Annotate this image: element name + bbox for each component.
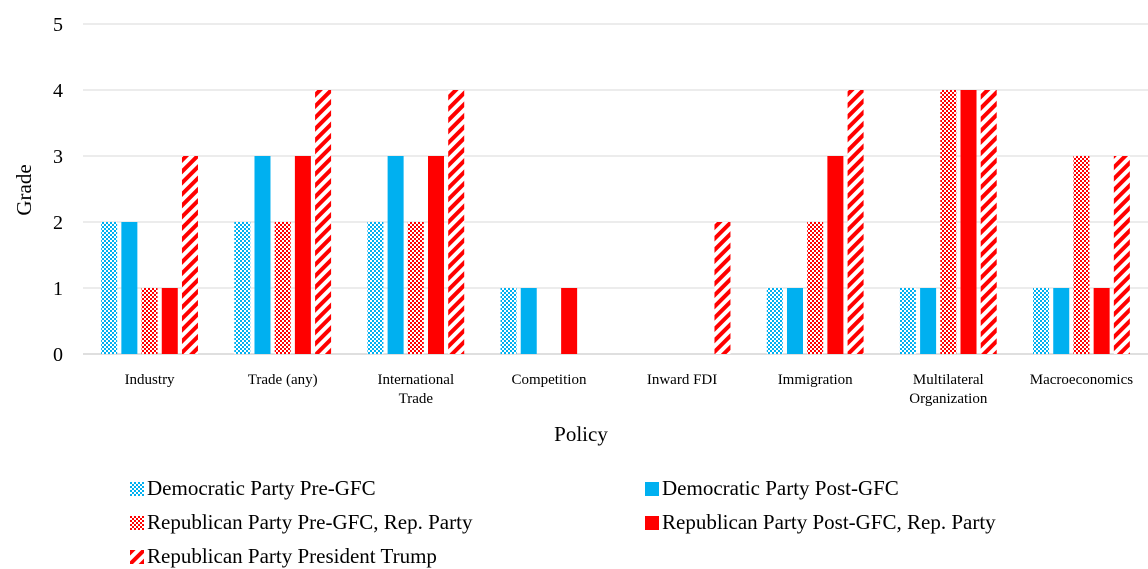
bar xyxy=(448,90,465,354)
legend-item: Republican Party Pre-GFC, Rep. Party xyxy=(130,510,472,535)
bar xyxy=(1093,288,1110,354)
x-tick-label: Competition xyxy=(511,372,587,388)
legend-item: Republican Party Post-GFC, Rep. Party xyxy=(645,510,996,535)
bar xyxy=(714,222,731,354)
x-tick-label: Macroeconomics xyxy=(1030,372,1133,388)
legend-label: Republican Party Post-GFC, Rep. Party xyxy=(662,510,996,534)
y-tick-label: 0 xyxy=(53,344,63,366)
bar xyxy=(520,288,537,354)
bars xyxy=(101,90,1130,354)
legend-swatch xyxy=(130,515,144,530)
x-tick-label: Multilateral Organization xyxy=(909,372,988,407)
legend-item: Democratic Party Post-GFC xyxy=(645,476,899,501)
legend-item: Democratic Party Pre-GFC xyxy=(130,476,376,501)
bar xyxy=(367,222,384,354)
bar xyxy=(847,90,864,354)
bar xyxy=(980,90,997,354)
x-tick-label: Industry xyxy=(125,372,175,388)
legend-item: Republican Party President Trump xyxy=(130,544,437,569)
bar xyxy=(315,90,332,354)
bar xyxy=(960,90,977,354)
legend-label: Republican Party Pre-GFC, Rep. Party xyxy=(147,510,473,534)
bar xyxy=(274,222,291,354)
bar xyxy=(899,288,916,354)
bar xyxy=(1033,288,1050,354)
legend-swatch xyxy=(645,515,659,530)
bar xyxy=(294,156,311,354)
y-axis-title: Grade xyxy=(12,164,36,215)
bar xyxy=(786,288,803,354)
x-tick-label: Trade (any) xyxy=(248,372,318,388)
axis-labels: 0 1 2 3 4 5 Industry Trade (any) International Tr… xyxy=(53,14,1133,407)
bar xyxy=(500,288,517,354)
legend-label: Republican Party President Trump xyxy=(147,544,437,568)
bar xyxy=(254,156,271,354)
x-axis-title: Policy xyxy=(554,422,608,446)
x-tick-label: Inward FDI xyxy=(647,372,717,388)
legend-swatch xyxy=(130,481,144,496)
bar xyxy=(121,222,138,354)
bar xyxy=(940,90,957,354)
legend-label: Democratic Party Post-GFC xyxy=(662,476,899,500)
legend-label: Democratic Party Pre-GFC xyxy=(147,476,376,500)
bar xyxy=(561,288,578,354)
y-tick-label: 3 xyxy=(53,146,63,168)
x-tick-label: International Trade xyxy=(377,372,454,407)
legend-swatch xyxy=(130,549,144,564)
y-tick-label: 2 xyxy=(53,212,63,234)
bar xyxy=(827,156,844,354)
bar xyxy=(920,288,937,354)
bar xyxy=(807,222,824,354)
bar xyxy=(1113,156,1130,354)
bar xyxy=(1073,156,1090,354)
y-tick-label: 4 xyxy=(53,80,63,102)
bar xyxy=(234,222,251,354)
bar xyxy=(407,222,424,354)
bar xyxy=(101,222,118,354)
legend-swatch xyxy=(645,481,659,496)
bar xyxy=(1053,288,1070,354)
y-tick-label: 1 xyxy=(53,278,63,300)
y-tick-label: 5 xyxy=(53,14,63,36)
bar xyxy=(387,156,404,354)
bar xyxy=(181,156,198,354)
bar xyxy=(141,288,158,354)
bar xyxy=(428,156,445,354)
bar xyxy=(766,288,783,354)
x-tick-label: Immigration xyxy=(778,372,853,388)
bar xyxy=(161,288,178,354)
